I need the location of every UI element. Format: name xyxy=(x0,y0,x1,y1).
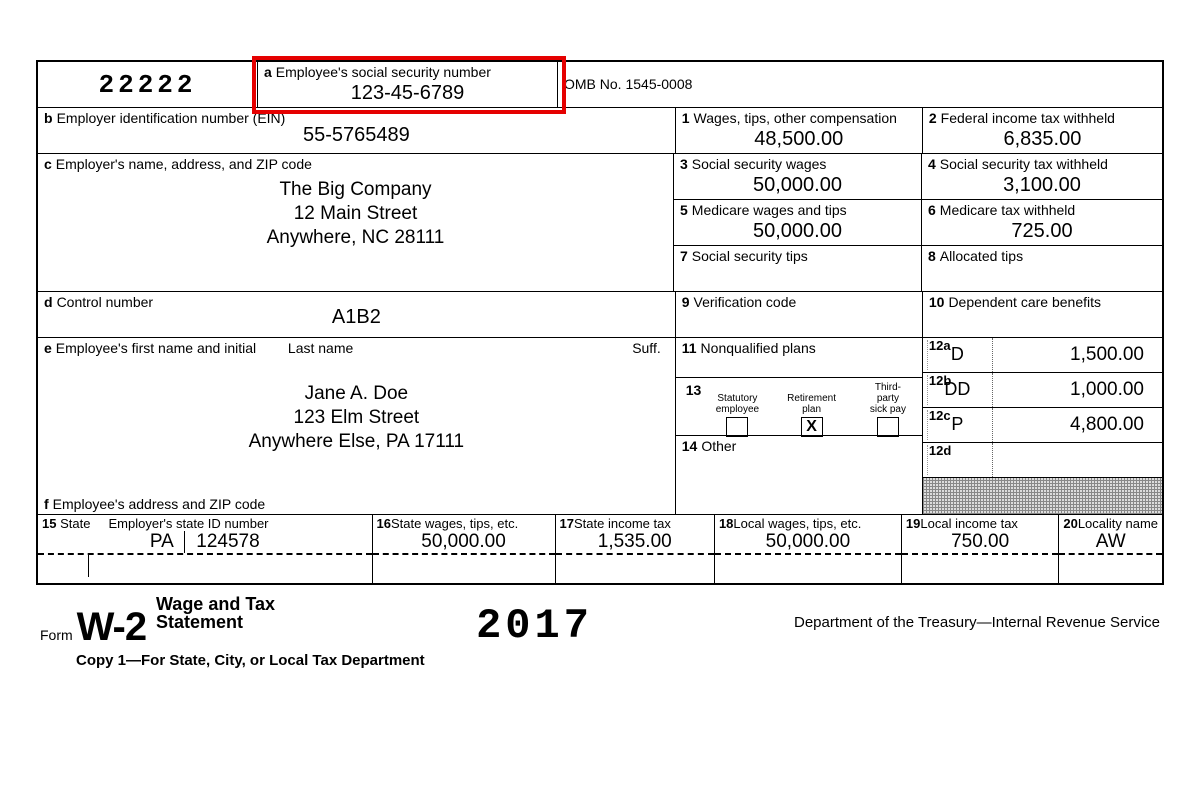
box-b: bEmployer identification number (EIN) 55… xyxy=(38,108,676,153)
box-16-label: State wages, tips, etc. xyxy=(391,516,518,531)
box-12b-amount: 1,000.00 xyxy=(993,373,1162,407)
box-2-value: 6,835.00 xyxy=(923,126,1162,155)
box-9: 9Verification code xyxy=(676,292,923,337)
box-12a: 12a D 1,500.00 xyxy=(923,338,1162,373)
box-e-label2: Last name xyxy=(288,340,353,356)
box-f-label: Employee's address and ZIP code xyxy=(53,496,266,512)
box-12d-amount xyxy=(993,443,1162,477)
box-15-id-label: Employer's state ID number xyxy=(109,516,269,531)
box-6-label: Medicare tax withheld xyxy=(940,202,1075,218)
box-15-id: 124578 xyxy=(196,531,259,552)
box-e: eEmployee's first name and initial Last … xyxy=(38,338,676,514)
box-7-label: Social security tips xyxy=(692,248,808,264)
footer-year: 2017 xyxy=(275,602,794,650)
box-3-value: 50,000.00 xyxy=(674,172,921,201)
box-b-value: 55-5765489 xyxy=(38,122,675,151)
box-11: 11Nonqualified plans xyxy=(676,338,922,378)
box-19-label: Local income tax xyxy=(920,516,1018,531)
box-d-label: Control number xyxy=(57,294,154,310)
box-12c-amount: 4,800.00 xyxy=(993,408,1162,442)
footer-form-word: Form xyxy=(40,627,73,643)
box-1-value: 48,500.00 xyxy=(676,126,922,155)
box-3: 3Social security wages 50,000.00 xyxy=(674,154,922,199)
employer-street: 12 Main Street xyxy=(38,202,673,226)
box-2-label: Federal income tax withheld xyxy=(941,110,1115,126)
box-6-value: 725.00 xyxy=(922,218,1162,247)
box-17: 17State income tax 1,535.00 xyxy=(556,515,715,583)
box-1: 1Wages, tips, other compensation 48,500.… xyxy=(676,108,923,153)
w2-form: 22222 aEmployee's social security number… xyxy=(36,60,1164,585)
box-e-label3: Suff. xyxy=(632,340,669,356)
footer-w2: W-2 xyxy=(77,605,147,649)
box-12a-amount: 1,500.00 xyxy=(993,338,1162,372)
footer-dept: Department of the Treasury—Internal Reve… xyxy=(794,614,1160,631)
box-b-label: Employer identification number (EIN) xyxy=(57,110,286,126)
omb-number: OMB No. 1545-0008 xyxy=(558,62,1162,92)
box-15-state-label: State xyxy=(60,516,90,531)
box-1-label: Wages, tips, other compensation xyxy=(694,110,897,126)
box-18-label: Local wages, tips, etc. xyxy=(733,516,861,531)
box-12c: 12c P 4,800.00 xyxy=(923,408,1162,443)
box-5-value: 50,000.00 xyxy=(674,218,921,247)
box-15-state: PA xyxy=(150,531,173,552)
form-code: 22222 xyxy=(38,62,258,107)
box-12d-code xyxy=(923,443,993,477)
box-15: 15 State Employer's state ID number PA 1… xyxy=(38,515,373,583)
box-5: 5Medicare wages and tips 50,000.00 xyxy=(674,200,922,245)
box-8: 8Allocated tips xyxy=(922,246,1162,291)
footer-copy: Copy 1—For State, City, or Local Tax Dep… xyxy=(36,650,1164,669)
box-12c-code: P xyxy=(923,408,993,442)
box-9-label: Verification code xyxy=(694,294,797,310)
employee-street: 123 Elm Street xyxy=(38,406,675,430)
box-a-label: Employee's social security number xyxy=(276,64,491,80)
employee-city: Anywhere Else, PA 17111 xyxy=(38,430,675,454)
box-14: 14Other xyxy=(676,436,922,514)
box-4-value: 3,100.00 xyxy=(922,172,1162,201)
box-20-value: AW xyxy=(1059,531,1162,555)
employee-name: Jane A. Doe xyxy=(38,382,675,406)
footer-title1: Wage and Tax xyxy=(156,594,275,614)
box-13: 13 Statutoryemployee Retirementplan X Th… xyxy=(676,378,922,436)
box-17-value: 1,535.00 xyxy=(556,531,714,555)
box-4-label: Social security tax withheld xyxy=(940,156,1108,172)
box-12d: 12d xyxy=(923,443,1162,478)
box-4: 4Social security tax withheld 3,100.00 xyxy=(922,154,1162,199)
box-12b: 12b DD 1,000.00 xyxy=(923,373,1162,408)
box-18-value: 50,000.00 xyxy=(715,531,901,555)
box-10: 10Dependent care benefits xyxy=(923,292,1162,337)
box-12b-code: DD xyxy=(923,373,993,407)
employer-name: The Big Company xyxy=(38,178,673,202)
box-18: 18Local wages, tips, etc. 50,000.00 xyxy=(715,515,902,583)
box-5-label: Medicare wages and tips xyxy=(692,202,847,218)
box-19-value: 750.00 xyxy=(902,531,1058,555)
box-a: aEmployee's social security number 123-4… xyxy=(258,62,558,107)
box-13-retirement: Retirementplan X xyxy=(787,393,836,437)
box-8-label: Allocated tips xyxy=(940,248,1023,264)
box-11-label: Nonqualified plans xyxy=(701,340,816,356)
box-19: 19Local income tax 750.00 xyxy=(902,515,1059,583)
box-13-thirdparty: Third-partysick pay xyxy=(864,382,912,437)
footer-title2: Statement xyxy=(156,612,243,632)
box-c: cEmployer's name, address, and ZIP code … xyxy=(38,154,674,292)
box-20-label: Locality name xyxy=(1078,516,1158,531)
box-20: 20Locality name AW xyxy=(1059,515,1162,583)
box-d: dControl number A1B2 xyxy=(38,292,676,337)
box-12-hatch xyxy=(923,478,1162,514)
box-7: 7Social security tips xyxy=(674,246,922,291)
box-17-label: State income tax xyxy=(574,516,671,531)
box-6: 6Medicare tax withheld 725.00 xyxy=(922,200,1162,245)
box-16: 16State wages, tips, etc. 50,000.00 xyxy=(373,515,556,583)
box-13-statutory: Statutoryemployee xyxy=(716,393,759,437)
form-footer: Form W-2 Wage and Tax Statement 2017 Dep… xyxy=(36,585,1164,650)
omb-cell: OMB No. 1545-0008 xyxy=(558,62,1162,107)
box-2: 2Federal income tax withheld 6,835.00 xyxy=(923,108,1162,153)
box-10-label: Dependent care benefits xyxy=(948,294,1101,310)
box-16-value: 50,000.00 xyxy=(373,531,555,555)
box-3-label: Social security wages xyxy=(692,156,827,172)
box-e-label1: Employee's first name and initial xyxy=(56,340,256,356)
box-12a-code: D xyxy=(923,338,993,372)
employer-city: Anywhere, NC 28111 xyxy=(38,226,673,250)
box-c-label: Employer's name, address, and ZIP code xyxy=(56,156,312,172)
box-a-value: 123-45-6789 xyxy=(258,80,557,109)
